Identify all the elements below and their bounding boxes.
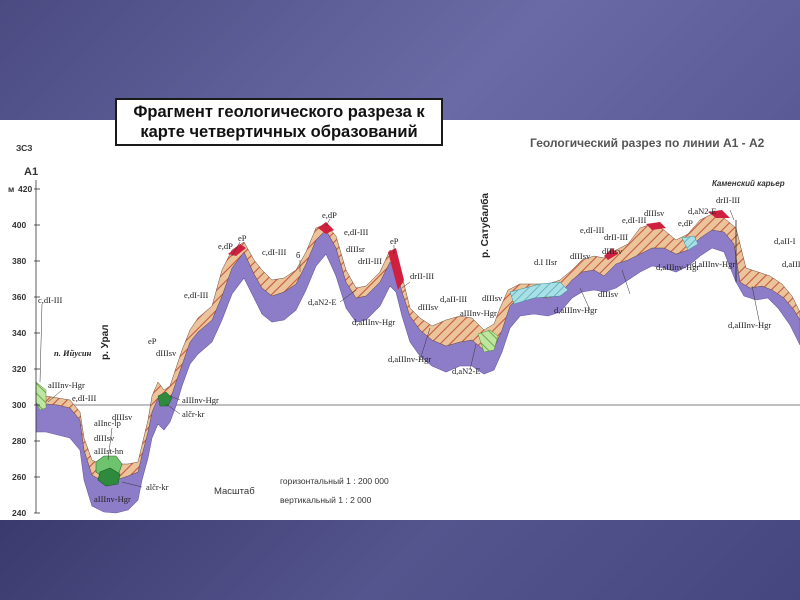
unit-label: c,dI-III [38, 295, 62, 305]
unit-label: б [296, 250, 300, 260]
y-tick-label: 380 [12, 256, 26, 266]
unit-label: d,aII-III [440, 294, 467, 304]
unit-label: drII-III [716, 195, 740, 205]
y-axis-unit: м [8, 184, 14, 194]
y-tick-label: 400 [12, 220, 26, 230]
y-tick-label: 300 [12, 400, 26, 410]
unit-label: drII-III [604, 232, 628, 242]
unit-label: dIIIsv [418, 302, 439, 312]
unit-label: alčr-kr [182, 409, 205, 419]
y-tick-label: 340 [12, 328, 26, 338]
section-heading: Геологический разрез по линии А1 - А2 [530, 136, 765, 150]
unit-label: d,aIIInv-Hgr [656, 262, 699, 272]
y-tick-label: 280 [12, 436, 26, 446]
unit-label: e,dI-III [622, 215, 646, 225]
y-tick-label: 360 [12, 292, 26, 302]
unit-label: e,dP [322, 210, 337, 220]
unit-label: d,aIIInv-Hgr [728, 320, 771, 330]
river-ilusin-label: п. Ийусин [54, 348, 92, 358]
red-accent-2 [388, 248, 404, 290]
slide-title: Фрагмент геологического разреза к карте … [115, 98, 443, 146]
unit-label: dIIIsv [94, 433, 115, 443]
unit-label: dIIIsv [482, 293, 503, 303]
unit-label: e,dI-III [72, 393, 96, 403]
start-point-label: А1 [24, 166, 38, 178]
quaternary-deposits [35, 213, 800, 483]
unit-label: dIIIsv [644, 208, 665, 218]
slide-title-line-1: Фрагмент геологического разреза к [133, 103, 425, 121]
unit-label: d,aN2-E [308, 297, 337, 307]
unit-label: drII-III [358, 256, 382, 266]
unit-label: dIIIsv [112, 412, 133, 422]
direction-label: ЗСЗ [16, 143, 32, 153]
unit-label: alčr-kr [146, 482, 169, 492]
scale-horizontal: горизонтальный 1 : 200 000 [280, 476, 389, 486]
y-tick-label: 320 [12, 364, 26, 374]
unit-label: d,aIIInv-Hgr [782, 259, 800, 269]
unit-label: d,aN2-E [452, 366, 481, 376]
unit-label: dIIIsr [346, 244, 365, 254]
unit-label: e,dP [678, 218, 693, 228]
unit-label: eP [390, 236, 399, 246]
scale-vertical: вертикальный 1 : 2 000 [280, 495, 372, 505]
alluvium-pocket-ural [157, 391, 173, 407]
red-accent-6 [646, 222, 666, 230]
cyan-terrace [509, 281, 569, 305]
slide-title-line-2: карте четвертичных образований [140, 123, 418, 141]
unit-label: c,dI-III [262, 247, 286, 257]
red-accent-1 [318, 222, 334, 234]
unit-label: e,dI-III [344, 227, 368, 237]
unit-label: d,aIIInv-Hgr [352, 317, 395, 327]
unit-label: d,aIIInv-Hgr [388, 354, 431, 364]
unit-label: dIIIsv [602, 246, 623, 256]
scale-title: Масштаб [214, 486, 255, 497]
y-tick-label: 260 [12, 472, 26, 482]
unit-label: e,dI-III [184, 290, 208, 300]
unit-label: e,dI-III [580, 225, 604, 235]
unit-label: aIIInv-Hgr [182, 395, 219, 405]
red-accent-5 [708, 210, 730, 218]
geological-section: ЗСЗ А1 м 420400380360340320300280260240 … [8, 136, 800, 518]
unit-label: drII-III [410, 271, 434, 281]
river-ural-label: р. Урал [100, 324, 111, 360]
slide-bottom-band [0, 520, 800, 600]
quarry-label: Каменский карьер [712, 179, 785, 188]
alluvium-pocket-satubalba [477, 329, 499, 353]
unit-label: dIIIsv [598, 289, 619, 299]
unit-label: aIIInv-Hgr [460, 308, 497, 318]
red-accent-3 [228, 244, 246, 256]
unit-label: eP [148, 336, 157, 346]
unit-label: d,aIIInv-Hgr [554, 305, 597, 315]
unit-label: d,aIIInv-Hgr [692, 259, 735, 269]
unit-label: d.I IIsr [534, 257, 557, 267]
unit-labels: c,dI-III aIIInv-Hgr e,dI-III aIInc-lp dI… [38, 195, 800, 504]
unit-label: d,aII-I [774, 236, 796, 246]
unit-label: aIIInv-Hgr [48, 380, 85, 390]
y-tick-label: 420 [18, 184, 32, 194]
unit-label: eP [238, 233, 247, 243]
y-axis: ЗСЗ А1 м 420 400 380 360 340 320 300 280 260 240 [8, 143, 40, 518]
unit-label: aIInc-lp [94, 418, 121, 428]
y-tick-label: 240 [12, 508, 26, 518]
leader-lines [39, 209, 761, 488]
cyan-terrace-2 [681, 235, 699, 251]
valley-core-green [97, 467, 121, 487]
unit-label: aIIInv-Hgr [94, 494, 131, 504]
unit-label: dIIIsv [156, 348, 177, 358]
section-panel [0, 120, 800, 520]
unit-label: e,dP [218, 241, 233, 251]
red-accent-4 [604, 248, 618, 260]
unit-label: dIIIsv [570, 251, 591, 261]
river-satubalba-label: р. Сатубалба [479, 193, 491, 258]
unit-label: d,aN2-E [688, 206, 717, 216]
